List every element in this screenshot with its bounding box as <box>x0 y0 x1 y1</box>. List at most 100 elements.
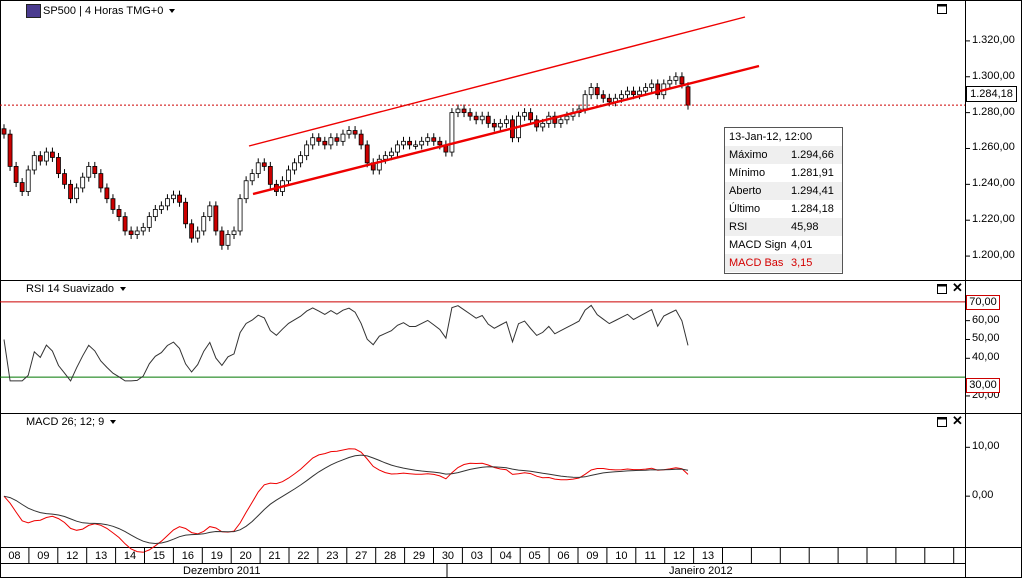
candle-body <box>637 90 642 96</box>
candle-body <box>231 230 237 235</box>
candle-body <box>485 115 491 124</box>
chevron-down-icon[interactable] <box>169 9 176 13</box>
macd-panel-title: MACD 26; 12; 9 <box>26 416 105 428</box>
rsi-tick-label: 40,00 <box>972 351 1000 364</box>
x-day-label: 04 <box>499 550 512 562</box>
x-day-label: 21 <box>268 550 281 562</box>
candle-body <box>310 137 316 146</box>
channel-upper-line <box>248 16 746 147</box>
x-day-label: 03 <box>470 550 483 562</box>
x-day-label: 10 <box>615 550 628 562</box>
maximize-icon[interactable] <box>937 4 947 16</box>
x-day-label: 13 <box>701 550 715 562</box>
candle-body <box>225 234 231 246</box>
candle-body <box>171 194 176 200</box>
candle-body <box>376 158 382 171</box>
candle-body <box>619 94 624 99</box>
rsi-tick-label: 50,00 <box>972 332 1000 345</box>
tooltip-row: Aberto 1.294,41 <box>725 182 842 200</box>
candle-body <box>340 133 346 142</box>
candle-body <box>491 122 497 128</box>
candle-body <box>31 155 37 171</box>
candle-body <box>437 140 443 146</box>
candle-body <box>673 76 679 81</box>
macd-panel-header[interactable]: MACD 26; 12; 9 <box>26 416 117 428</box>
x-day-label: 15 <box>152 550 166 562</box>
x-day-label: 09 <box>586 550 599 562</box>
last-price-tag: 1.284,18 <box>966 86 1017 102</box>
candle-body <box>382 155 388 160</box>
candle-body <box>152 209 158 218</box>
candle-body <box>497 122 503 128</box>
x-day-label: 13 <box>95 550 108 562</box>
candle-body <box>286 169 291 182</box>
macd-base-line <box>3 448 689 553</box>
candle-body <box>25 169 31 192</box>
x-day-label: 12 <box>66 550 79 562</box>
candle-body <box>213 205 219 232</box>
candle-body <box>56 157 61 174</box>
candle-body <box>528 112 534 121</box>
candle-body <box>407 140 412 146</box>
tooltip-row: Máximo 1.294,66 <box>725 146 842 164</box>
candle-body <box>50 151 55 158</box>
price-tick-label: 1.300,00 <box>972 69 1015 82</box>
candle-body <box>243 180 249 200</box>
chevron-down-icon[interactable] <box>110 420 117 425</box>
close-icon[interactable]: ✕ <box>952 280 963 295</box>
close-icon[interactable]: ✕ <box>952 413 963 428</box>
candle-body <box>13 166 19 183</box>
price-tick-label: 1.200,00 <box>972 249 1015 262</box>
maximize-icon[interactable] <box>937 417 947 429</box>
candle-body <box>104 187 110 200</box>
x-day-label: 28 <box>384 550 397 562</box>
candle-body <box>558 119 564 124</box>
candle-body <box>504 119 509 124</box>
instrument-icon <box>26 4 41 18</box>
x-day-label: 27 <box>355 550 368 562</box>
data-tooltip: 13-Jan-12, 12:00 Máximo 1.294,66 Mínimo 1.… <box>724 127 843 274</box>
chevron-down-icon[interactable] <box>120 287 127 292</box>
candle-body <box>116 209 122 218</box>
x-day-label: 23 <box>326 550 339 562</box>
candle-body <box>685 86 691 106</box>
candle-body <box>643 87 649 92</box>
candle-body <box>655 83 661 96</box>
macd-tick-label: 10,00 <box>972 440 1000 453</box>
candle-body <box>334 137 340 142</box>
maximize-icon[interactable] <box>937 284 947 296</box>
x-day-label: 08 <box>8 550 21 562</box>
candle-body <box>582 94 588 110</box>
x-day-label: 29 <box>412 550 426 562</box>
candle-body <box>431 137 437 142</box>
tooltip-row: Mínimo 1.281,91 <box>729 167 834 179</box>
candle-body <box>80 176 86 189</box>
x-day-label: 19 <box>210 550 223 562</box>
main-panel-header[interactable]: SP500 | 4 Horas TMG+0 <box>26 4 176 18</box>
candle-body <box>606 97 612 103</box>
candle-body <box>122 216 128 232</box>
candle-body <box>388 151 394 157</box>
price-tick-label: 1.280,00 <box>972 105 1015 118</box>
candle-body <box>74 187 80 200</box>
macd-tick-label: 0,00 <box>972 489 994 502</box>
candle-body <box>292 162 297 171</box>
candle-body <box>395 144 400 153</box>
candle-body <box>679 76 685 85</box>
candle-body <box>19 182 25 192</box>
candle-body <box>594 87 600 96</box>
tooltip-row: MACD Sign 4,01 <box>729 239 813 251</box>
candle-body <box>358 133 364 146</box>
price-tick-label: 1.320,00 <box>972 33 1015 46</box>
candle-body <box>7 133 13 167</box>
candle-body <box>425 137 431 142</box>
candle-body <box>461 108 467 114</box>
x-day-label: 09 <box>37 550 50 562</box>
macd-signal-line <box>3 454 689 545</box>
candle-body <box>189 223 195 239</box>
candle-body <box>37 155 43 162</box>
rsi-panel-header[interactable]: RSI 14 Suavizado <box>26 283 127 295</box>
candle-body <box>183 201 188 225</box>
x-day-label: 11 <box>644 550 656 562</box>
